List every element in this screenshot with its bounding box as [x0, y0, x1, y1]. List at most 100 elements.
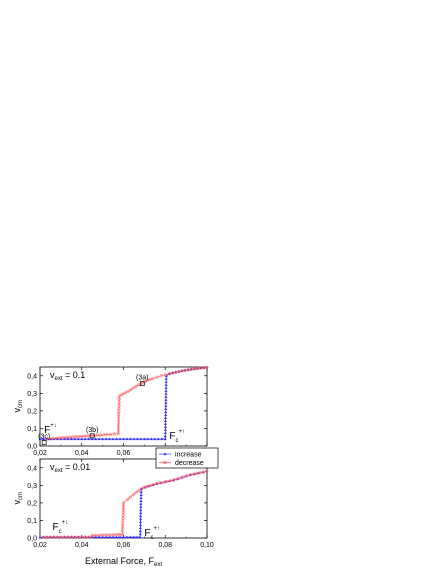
y-tick-label: 0,3 [27, 391, 37, 398]
point-increase [101, 535, 105, 539]
y-tick-label: 0,1 [27, 518, 37, 525]
y-tick-label: 0,4 [27, 373, 37, 380]
panel-label-sub: ext [55, 376, 63, 382]
point-increase [164, 407, 168, 410]
point-increase [139, 437, 143, 441]
critical-force-sup: +↓ [62, 520, 69, 526]
point-decrease [165, 479, 169, 484]
point-increase [139, 490, 143, 493]
critical-force-label: F+↓ [44, 423, 57, 436]
point-decrease [140, 487, 144, 491]
point-increase [163, 431, 167, 435]
point-increase [111, 535, 115, 539]
point-increase [128, 437, 132, 441]
point-decrease [116, 422, 121, 426]
point-increase [94, 437, 98, 441]
x-axis-label-main: External Force, F [85, 556, 155, 566]
point-decrease [105, 433, 109, 437]
point-decrease [109, 432, 113, 436]
series-line-decrease [40, 470, 208, 538]
point-decrease [148, 378, 152, 382]
y-axis-label-main: v [12, 408, 22, 413]
point-increase [108, 437, 112, 441]
x-tick-label: 0,06 [117, 542, 131, 549]
point-increase [128, 535, 132, 539]
critical-force-main: F [144, 528, 150, 539]
point-decrease [121, 523, 125, 527]
point-decrease [158, 481, 162, 485]
point-decrease [116, 432, 120, 436]
y-axis-label-main: v [12, 500, 22, 505]
point-increase [80, 437, 84, 441]
point-decrease [50, 436, 55, 441]
point-decrease [162, 480, 166, 484]
legend-swatch-marker [163, 460, 167, 465]
y-axis-label: vcm [12, 400, 24, 413]
panel-label-sub: ext [55, 468, 63, 474]
point-increase [115, 437, 119, 441]
point-increase [146, 437, 150, 441]
point-decrease [58, 436, 62, 440]
point-decrease [73, 435, 78, 439]
point-decrease [69, 535, 73, 539]
annotation-label: (3c) [38, 433, 50, 440]
point-decrease [126, 497, 130, 501]
legend-box [155, 447, 219, 469]
point-decrease [83, 535, 87, 539]
point-decrease [186, 368, 190, 372]
point-increase [153, 437, 157, 441]
point-decrease [116, 429, 120, 433]
point-increase [164, 410, 168, 413]
point-decrease [66, 535, 70, 539]
point-increase [76, 437, 80, 441]
x-axis-label-sub: ext [154, 562, 162, 568]
critical-force-main: F [44, 425, 50, 436]
point-decrease [80, 535, 84, 539]
critical-force-sup: +↑ [179, 429, 186, 435]
point-increase [138, 535, 142, 539]
point-increase [69, 437, 73, 441]
annotation-marker [89, 433, 95, 439]
point-increase [164, 380, 168, 383]
point-decrease [126, 390, 130, 394]
critical-force-sub: c [176, 438, 179, 444]
point-decrease [117, 400, 121, 404]
point-increase [41, 437, 45, 441]
point-decrease [95, 433, 99, 437]
point-increase [122, 437, 125, 441]
point-increase [125, 437, 129, 441]
point-decrease [112, 432, 117, 436]
point-decrease [168, 479, 172, 483]
point-decrease [94, 533, 98, 537]
point-increase [164, 413, 168, 417]
point-increase [62, 437, 66, 441]
point-increase [163, 434, 167, 438]
point-increase [164, 389, 168, 392]
point-decrease [163, 373, 167, 377]
point-decrease [62, 535, 66, 539]
point-increase [101, 437, 105, 441]
point-increase [139, 496, 143, 499]
critical-force-sub: c [150, 535, 153, 541]
point-increase [138, 523, 142, 527]
critical-force-sup: +↓ [50, 423, 57, 429]
point-increase [115, 535, 119, 539]
point-decrease [121, 513, 125, 518]
point-increase [97, 535, 101, 539]
point-decrease [67, 435, 71, 439]
point-decrease [199, 366, 203, 370]
critical-force-main: F [169, 431, 175, 442]
y-tick-label: 0,3 [27, 483, 37, 490]
point-decrease [117, 533, 121, 537]
panel-label-main: v [50, 462, 55, 472]
point-decrease [121, 526, 125, 530]
point-decrease [175, 477, 179, 481]
point-decrease [120, 392, 124, 397]
point-decrease [121, 504, 125, 508]
point-decrease [80, 434, 84, 438]
point-increase [164, 401, 168, 404]
point-decrease [195, 471, 199, 475]
point-decrease [131, 386, 135, 390]
point-decrease [64, 435, 68, 439]
